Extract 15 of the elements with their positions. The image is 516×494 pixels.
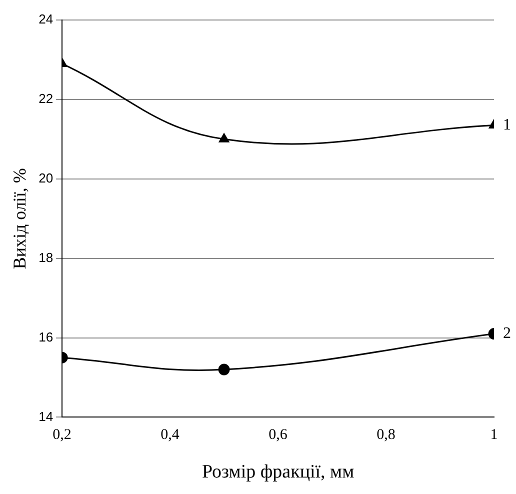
- y-tick-label: 14: [38, 408, 54, 424]
- y-tick-label: 18: [38, 250, 54, 265]
- x-axis-title: Розмір фракції, мм: [202, 462, 354, 483]
- y-tick-label: 22: [38, 91, 54, 106]
- series-label: 2: [503, 324, 511, 342]
- x-tick-label: 0,6: [268, 427, 288, 444]
- y-tick-label: 24: [38, 12, 54, 27]
- y-axis-title: Вихід олії, %: [10, 168, 30, 270]
- y-tick-label: 20: [38, 170, 54, 186]
- series-label: 1: [503, 116, 511, 134]
- x-tick-label: 0,8: [376, 427, 396, 444]
- x-tick-label: 0,2: [52, 427, 72, 444]
- x-tick-label: 0,4: [160, 427, 180, 444]
- x-tick-label: 1: [490, 427, 498, 444]
- y-tick-label: 16: [38, 329, 54, 344]
